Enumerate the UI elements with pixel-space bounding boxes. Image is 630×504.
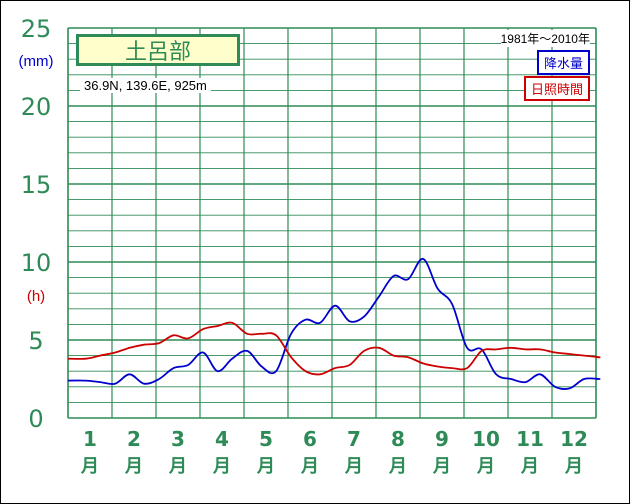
month-suffix-label: 月: [80, 456, 99, 477]
month-suffix-label: 月: [168, 456, 187, 477]
month-suffix-label: 月: [212, 456, 231, 477]
y-tick-label: 15: [21, 171, 52, 199]
month-suffix-label: 月: [344, 456, 363, 477]
month-suffix-label: 月: [432, 456, 451, 477]
y-tick-label: 5: [28, 327, 43, 355]
month-suffix-label: 月: [388, 456, 407, 477]
legend-precipitation: 降水量: [536, 50, 590, 75]
station-coords: 36.9N, 139.6E, 925m: [80, 78, 211, 93]
grid: [67, 27, 597, 419]
y-tick-label: 0: [28, 405, 43, 433]
month-suffix-label: 月: [256, 456, 275, 477]
x-axis-ticks: 1 月 2 月 3 月 4 月 5 月 6 月 7 月 8 月 9 月 10 月 11 月 12 月: [80, 427, 588, 477]
month-number-label: 11: [516, 427, 544, 451]
station-name: 土呂部: [124, 40, 191, 65]
y-tick-label: 25: [21, 15, 52, 43]
month-number-label: 4: [215, 427, 229, 451]
month-number-label: 12: [560, 427, 588, 451]
month-number-label: 8: [391, 427, 405, 451]
month-suffix-label: 月: [520, 456, 539, 477]
station-name-box: 土呂部: [76, 34, 240, 66]
month-number-label: 9: [435, 427, 449, 451]
precip-unit-label: (mm): [19, 53, 54, 70]
precipitation-line: [67, 258, 601, 390]
month-number-label: 10: [472, 427, 500, 451]
month-number-label: 3: [171, 427, 185, 451]
month-suffix-label: 月: [124, 456, 143, 477]
legend-sunshine: 日照時間: [523, 76, 590, 101]
y-axis-ticks: 0 5 10 15 20 25: [21, 15, 52, 433]
sunshine-unit-label: (h): [27, 288, 45, 305]
month-suffix-label: 月: [476, 456, 495, 477]
period-label: 1981年〜2010年: [500, 30, 590, 47]
month-number-label: 7: [347, 427, 361, 451]
month-suffix-label: 月: [300, 456, 319, 477]
series-lines: [67, 258, 601, 390]
month-number-label: 2: [127, 427, 141, 451]
y-tick-label: 10: [21, 249, 52, 277]
month-number-label: 5: [259, 427, 273, 451]
month-suffix-label: 月: [564, 456, 583, 477]
sunshine-line: [67, 321, 601, 376]
y-tick-label: 20: [21, 93, 52, 121]
month-number-label: 6: [303, 427, 317, 451]
month-number-label: 1: [83, 427, 97, 451]
